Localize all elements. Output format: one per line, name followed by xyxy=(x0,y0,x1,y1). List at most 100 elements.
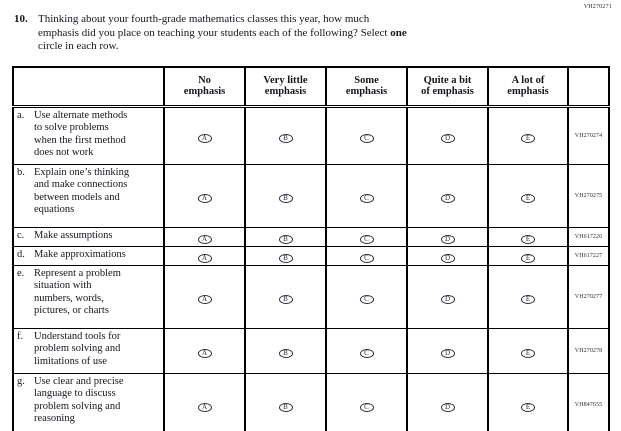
row-letter: f. xyxy=(17,330,24,342)
bubble-letter: C xyxy=(364,133,369,142)
table-row: f. Understand tools for problem solving a… xyxy=(12,327,610,374)
answer-bubble-a-lot-of-emphasis[interactable]: E xyxy=(521,234,535,244)
question-number: 10. xyxy=(14,13,28,25)
answer-bubble-some-emphasis[interactable]: C xyxy=(359,348,374,358)
bubble-letter: E xyxy=(525,402,531,411)
bubble-letter: D xyxy=(444,234,451,243)
header-a-lot-of-emphasis: A lot of emphasis xyxy=(487,66,569,108)
bubble-cell: A xyxy=(163,226,246,247)
bubble-cell: B xyxy=(244,105,327,165)
row-label: Make approximations xyxy=(34,248,126,260)
bubble-letter: E xyxy=(525,133,531,142)
answer-bubble-very-little-emphasis[interactable]: B xyxy=(278,348,293,358)
row-label-cell: e. Represent a problem situation with num… xyxy=(12,264,165,329)
bubble-letter: E xyxy=(525,253,531,262)
answer-bubble-very-little-emphasis[interactable]: B xyxy=(278,253,293,263)
answer-bubble-some-emphasis[interactable]: C xyxy=(359,234,374,244)
emphasis-table: No emphasis Very little emphasis Some empha… xyxy=(12,66,610,431)
row-label-cell: d. Make approximations xyxy=(12,245,165,266)
answer-bubble-very-little-emphasis[interactable]: B xyxy=(278,294,293,304)
bubble-cell: C xyxy=(325,264,408,329)
bubble-letter: A xyxy=(201,294,208,303)
row-code: VH847655 xyxy=(567,372,610,431)
question-text-line2: emphasis did you place on teaching your … xyxy=(38,26,407,39)
bubble-cell: D xyxy=(406,372,489,431)
bubble-letter: E xyxy=(525,193,531,202)
bubble-letter: B xyxy=(283,234,288,243)
bubble-cell: E xyxy=(487,264,569,329)
bubble-cell: A xyxy=(163,264,246,329)
answer-bubble-quite-a-bit-of-emphasis[interactable]: D xyxy=(440,294,455,304)
bubble-letter: E xyxy=(525,294,531,303)
answer-bubble-very-little-emphasis[interactable]: B xyxy=(278,234,293,244)
bubble-letter: B xyxy=(283,402,288,411)
answer-bubble-no-emphasis[interactable]: A xyxy=(197,193,212,203)
bubble-cell: B xyxy=(244,327,327,374)
answer-bubble-quite-a-bit-of-emphasis[interactable]: D xyxy=(440,402,455,412)
row-code: VH617226 xyxy=(567,226,610,247)
answer-bubble-a-lot-of-emphasis[interactable]: E xyxy=(521,348,535,358)
answer-bubble-very-little-emphasis[interactable]: B xyxy=(278,133,293,143)
row-letter: g. xyxy=(17,375,25,387)
answer-bubble-no-emphasis[interactable]: A xyxy=(197,234,212,244)
answer-bubble-quite-a-bit-of-emphasis[interactable]: D xyxy=(440,133,455,143)
answer-bubble-some-emphasis[interactable]: C xyxy=(359,193,374,203)
answer-bubble-no-emphasis[interactable]: A xyxy=(197,294,212,304)
answer-bubble-quite-a-bit-of-emphasis[interactable]: D xyxy=(440,348,455,358)
row-letter: e. xyxy=(17,267,25,279)
answer-bubble-some-emphasis[interactable]: C xyxy=(359,294,374,304)
answer-bubble-some-emphasis[interactable]: C xyxy=(359,253,374,263)
bubble-letter: C xyxy=(364,294,369,303)
bubble-cell: D xyxy=(406,163,489,228)
answer-bubble-no-emphasis[interactable]: A xyxy=(197,133,212,143)
answer-bubble-a-lot-of-emphasis[interactable]: E xyxy=(521,402,535,412)
row-letter: a. xyxy=(17,109,25,121)
answer-bubble-some-emphasis[interactable]: C xyxy=(359,133,374,143)
bubble-cell: D xyxy=(406,327,489,374)
answer-bubble-a-lot-of-emphasis[interactable]: E xyxy=(521,133,535,143)
answer-bubble-some-emphasis[interactable]: C xyxy=(359,402,374,412)
bubble-cell: B xyxy=(244,372,327,431)
answer-bubble-a-lot-of-emphasis[interactable]: E xyxy=(521,193,535,203)
table-row: e. Represent a problem situation with num… xyxy=(12,264,610,329)
answer-bubble-no-emphasis[interactable]: A xyxy=(197,402,212,412)
bubble-cell: A xyxy=(163,372,246,431)
answer-bubble-a-lot-of-emphasis[interactable]: E xyxy=(521,294,535,304)
answer-bubble-quite-a-bit-of-emphasis[interactable]: D xyxy=(440,193,455,203)
table-row: a. Use alternate methods to solve problem… xyxy=(12,105,610,165)
header-empty-code-cell xyxy=(567,66,610,108)
bubble-letter: C xyxy=(364,253,369,262)
bubble-cell: B xyxy=(244,163,327,228)
bubble-letter: A xyxy=(201,193,208,202)
answer-bubble-very-little-emphasis[interactable]: B xyxy=(278,193,293,203)
row-letter: b. xyxy=(17,166,25,178)
row-label: Use alternate methods to solve problems … xyxy=(34,109,128,159)
table-row: b. Explain one’s thinking and make connec… xyxy=(12,163,610,228)
bubble-cell: D xyxy=(406,264,489,329)
answer-bubble-quite-a-bit-of-emphasis[interactable]: D xyxy=(440,253,455,263)
bubble-cell: A xyxy=(163,327,246,374)
question-text: Thinking about your fourth-grade mathema… xyxy=(38,13,407,54)
bubble-letter: D xyxy=(444,133,451,142)
header-very-little-emphasis: Very little emphasis xyxy=(244,66,327,108)
header-some-emphasis: Some emphasis xyxy=(325,66,408,108)
table-row: d. Make approximations A B C D E VH617227 xyxy=(12,245,610,266)
row-label: Explain one’s thinking and make connecti… xyxy=(34,166,130,216)
row-label: Represent a problem situation with numbe… xyxy=(34,267,121,317)
row-letter: c. xyxy=(17,229,25,241)
bubble-cell: C xyxy=(325,226,408,247)
answer-bubble-a-lot-of-emphasis[interactable]: E xyxy=(521,253,535,263)
bubble-letter: E xyxy=(525,234,531,243)
answer-bubble-very-little-emphasis[interactable]: B xyxy=(278,402,293,412)
bubble-cell: A xyxy=(163,163,246,228)
bubble-cell: E xyxy=(487,327,569,374)
bubble-letter: C xyxy=(364,348,369,357)
answer-bubble-no-emphasis[interactable]: A xyxy=(197,253,212,263)
row-label: Make assumptions xyxy=(34,229,113,241)
bubble-cell: E xyxy=(487,245,569,266)
answer-bubble-no-emphasis[interactable]: A xyxy=(197,348,212,358)
bubble-cell: D xyxy=(406,105,489,165)
question-form-code: VH270271 xyxy=(583,4,612,10)
answer-bubble-quite-a-bit-of-emphasis[interactable]: D xyxy=(440,234,455,244)
